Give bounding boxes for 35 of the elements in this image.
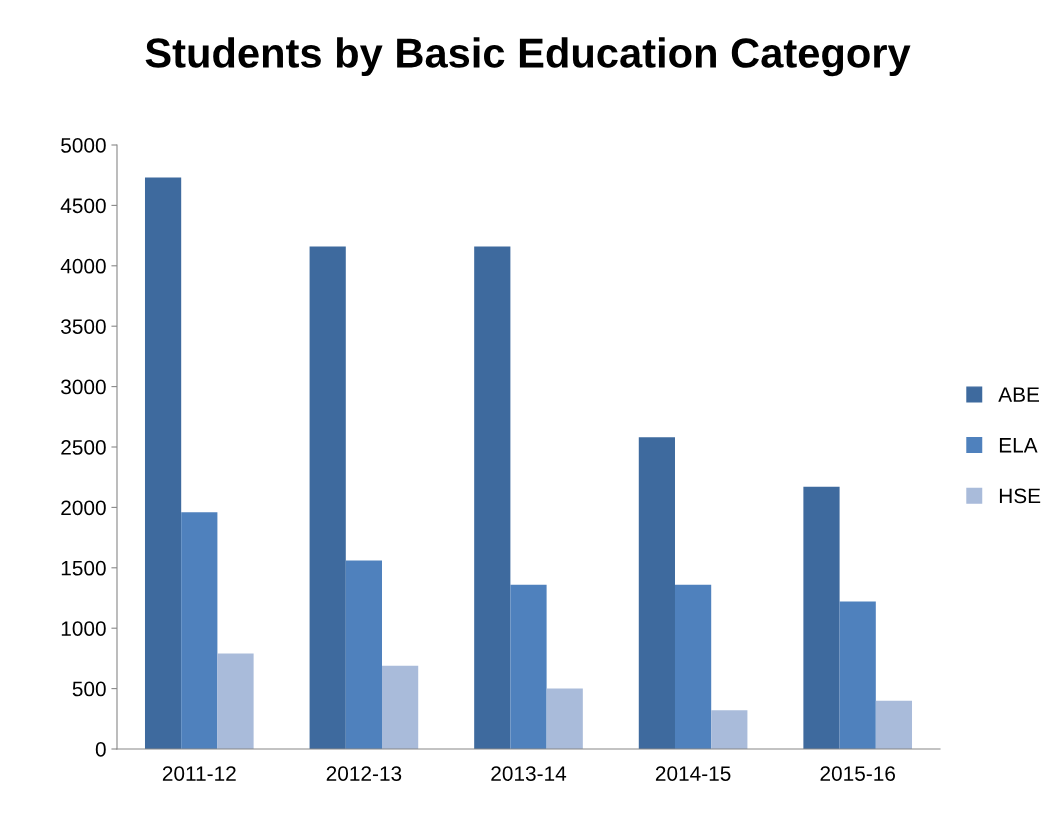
y-tick-label: 0 [95,742,106,757]
y-tick-label: 5000 [61,138,106,153]
y-tick-label: 2500 [61,440,106,455]
bar [875,700,913,749]
y-tick-label: 3000 [61,379,106,395]
y-tick-label: 3500 [61,319,106,334]
chart-title: Students by Basic Education Category [145,37,911,77]
legend-label: ELA [999,438,1038,453]
bar [674,584,712,749]
bar [711,710,748,749]
y-tick-label: 4500 [60,198,106,214]
bar [345,560,383,749]
x-tick-label: 2014-15 [655,766,731,781]
x-tick-label: 2013-14 [491,766,567,781]
y-tick-label: 2000 [61,500,106,516]
legend-label: HSE [999,488,1041,504]
y-tick-label: 500 [72,681,106,697]
x-tick-label: 2015-16 [820,766,896,781]
bar [309,246,346,749]
bar [181,512,218,749]
bar [474,246,511,749]
bar [546,688,583,749]
y-tick-label: 4000 [60,258,106,274]
y-tick-label: 1500 [61,560,106,576]
legend-label: ABE [998,387,1040,402]
bar [839,601,876,749]
bar [638,437,675,749]
x-tick-label: 2012-13 [326,766,402,781]
bar [510,584,547,749]
bar [382,665,419,749]
y-tick-label: 1000 [61,621,106,636]
bar [217,653,254,749]
bar [803,486,840,749]
x-tick-label: 2011-12 [162,766,236,781]
bar [144,177,182,749]
